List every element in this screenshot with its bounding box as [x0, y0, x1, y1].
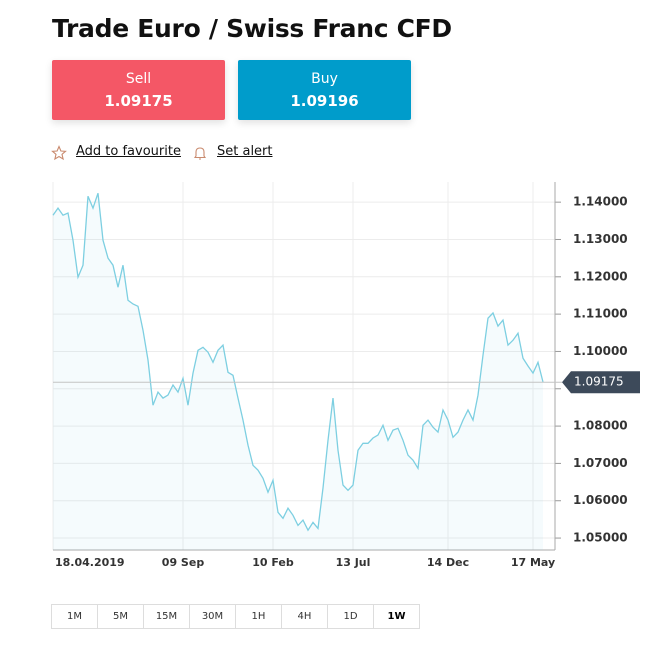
timeframe-button[interactable]: 30M — [189, 604, 236, 629]
x-tick-label: 13 Jul — [336, 556, 371, 569]
y-tick-label: 1.10000 — [573, 344, 628, 358]
timeframe-button[interactable]: 1M — [51, 604, 98, 629]
x-tick-label: 17 May — [511, 556, 555, 569]
sell-button[interactable]: Sell 1.09175 — [52, 60, 225, 120]
buy-label: Buy — [311, 71, 338, 87]
y-tick-label: 1.06000 — [573, 493, 628, 507]
timeframe-bar: 1M 5M 15M 30M 1H 4H 1D 1W — [51, 604, 420, 629]
star-icon — [51, 145, 67, 161]
line — [52, 192, 544, 532]
timeframe-button[interactable]: 1W — [373, 604, 420, 629]
timeframe-button[interactable]: 1D — [327, 604, 374, 629]
sell-price: 1.09175 — [104, 92, 173, 110]
timeframe-button[interactable]: 1H — [235, 604, 282, 629]
y-tick-label: 1.05000 — [573, 531, 628, 545]
y-tick-label: 1.14000 — [573, 195, 628, 209]
chart: 18.04.2019 09 Sep 10 Feb 13 Jul 14 Dec 17 May… — [52, 182, 640, 569]
buy-button[interactable]: Buy 1.09196 — [238, 60, 411, 120]
current-price-label: 1.09175 — [574, 375, 624, 389]
bell-icon — [193, 147, 207, 160]
current-price-tag — [562, 371, 640, 394]
y-tick-label: 1.08000 — [573, 419, 628, 433]
y-tick-label: 1.11000 — [573, 307, 628, 321]
x-tick-label: 14 Dec — [427, 556, 469, 569]
timeframe-button[interactable]: 5M — [97, 604, 144, 629]
y-tick-label: 1.13000 — [573, 232, 628, 246]
set-alert-link[interactable]: Set alert — [217, 144, 273, 159]
timeframe-button[interactable]: 4H — [281, 604, 328, 629]
y-tick-label: 1.12000 — [573, 269, 628, 283]
sell-label: Sell — [125, 71, 152, 87]
x-tick-label: 18.04.2019 — [55, 556, 125, 569]
timeframe-button[interactable]: 15M — [143, 604, 190, 629]
y-tick-label: 1.07000 — [573, 456, 628, 470]
x-tick-label: 10 Feb — [252, 556, 294, 569]
buy-price: 1.09196 — [290, 92, 359, 110]
area — [53, 193, 543, 550]
page-title: Trade Euro / Swiss Franc CFD — [52, 14, 452, 43]
x-tick-label: 09 Sep — [162, 556, 205, 569]
add-favourite-link[interactable]: Add to favourite — [76, 144, 181, 159]
